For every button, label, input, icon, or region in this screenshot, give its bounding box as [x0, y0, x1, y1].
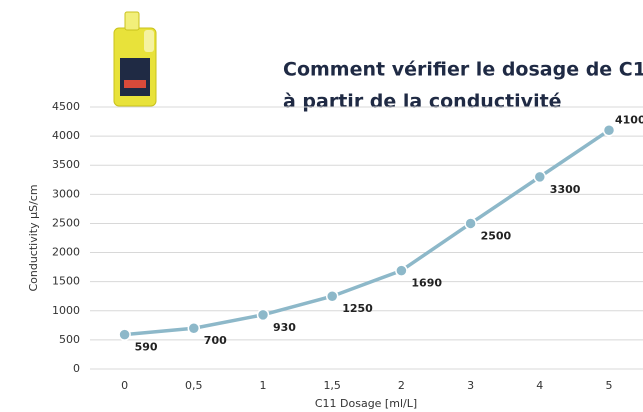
- chart-title: Comment vérifier le dosage de C11: [283, 59, 643, 81]
- x-tick-label: 1: [260, 379, 267, 392]
- value-label: 590: [135, 341, 158, 354]
- value-label: 2500: [481, 229, 512, 242]
- point: [119, 329, 130, 340]
- y-tick-label: 2500: [52, 216, 80, 229]
- point: [327, 291, 338, 302]
- x-axis-label: C11 Dosage [ml/L]: [315, 397, 417, 410]
- x-tick-label: 2: [398, 379, 405, 392]
- value-label: 3300: [550, 183, 581, 196]
- y-tick-label: 500: [59, 333, 80, 346]
- x-tick-label: 1,5: [323, 379, 341, 392]
- product-image: [114, 12, 156, 106]
- point: [188, 323, 199, 334]
- x-tick-label: 0,5: [185, 379, 203, 392]
- y-tick-label: 4000: [52, 129, 80, 142]
- value-label: 1250: [342, 302, 373, 315]
- chart-title: à partir de la conductivité: [283, 91, 562, 113]
- point: [396, 265, 407, 276]
- value-label: 700: [204, 334, 227, 347]
- y-tick-label: 3000: [52, 187, 80, 200]
- x-tick-label: 5: [606, 379, 613, 392]
- value-label: 4100: [615, 113, 643, 126]
- y-tick-label: 3500: [52, 158, 80, 171]
- y-tick-label: 2000: [52, 246, 80, 259]
- x-tick-label: 4: [536, 379, 543, 392]
- y-tick-label: 1500: [52, 275, 80, 288]
- x-tick-label: 0: [121, 379, 128, 392]
- point: [604, 125, 615, 136]
- point: [465, 218, 476, 229]
- value-label: 1690: [411, 277, 442, 290]
- x-tick-label: 3: [467, 379, 474, 392]
- point: [534, 171, 545, 182]
- point: [258, 309, 269, 320]
- y-tick-label: 4500: [52, 100, 80, 113]
- value-label: 930: [273, 321, 296, 334]
- chart: Comment vérifier le dosage de C11 à part…: [0, 0, 643, 412]
- y-tick-label: 1000: [52, 304, 80, 317]
- y-axis-label: Conductivity µS/cm: [27, 184, 40, 291]
- y-tick-label: 0: [73, 362, 80, 375]
